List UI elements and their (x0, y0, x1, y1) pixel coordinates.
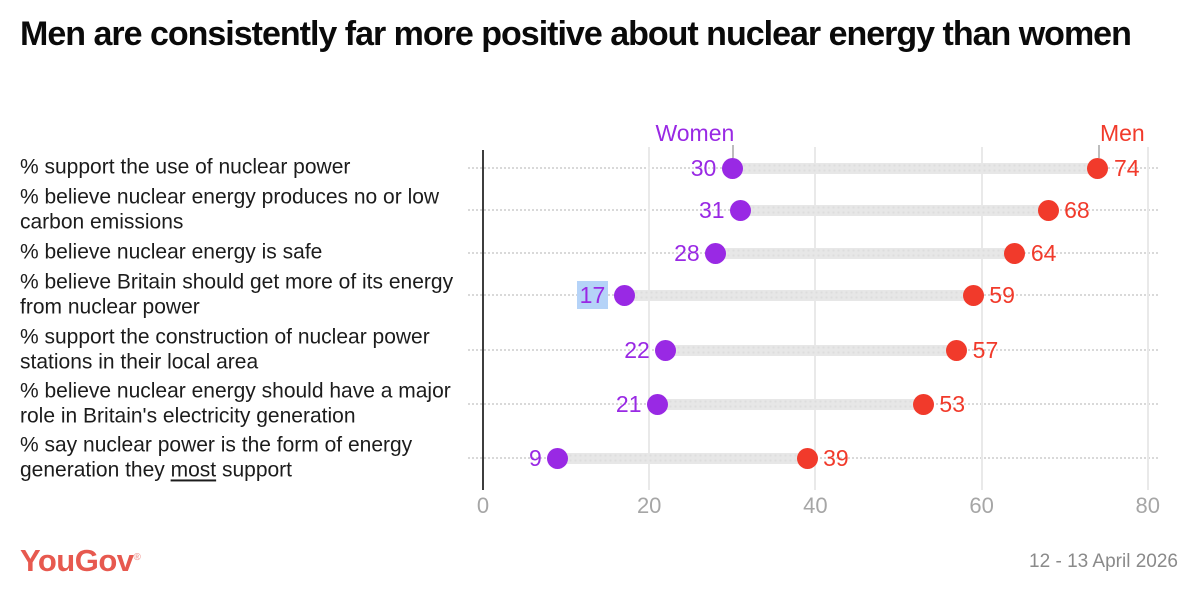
legend-women-label: Women (655, 120, 735, 146)
men-dot (912, 393, 934, 415)
page-title: Men are consistently far more positive a… (20, 15, 1132, 53)
legend-men-label: Men (1099, 120, 1145, 146)
category-label-line: stations in their local area (20, 350, 259, 373)
dumbbell-bar (657, 398, 924, 410)
men-value: 57 (972, 337, 999, 363)
category-label-line: generation they most support (20, 458, 293, 481)
yougov-logo: YouGov® (20, 543, 141, 579)
y-axis-line (482, 150, 484, 490)
women-value: 22 (530, 339, 650, 362)
women-value: 31 (605, 199, 725, 222)
women-value: 30 (596, 155, 717, 181)
women-value-text: 31 (699, 197, 725, 223)
women-dot (705, 242, 727, 264)
women-dot (647, 393, 668, 415)
dumbbell-bar (665, 344, 957, 356)
axis-tick-label: 20 (636, 493, 662, 518)
category-label-line: % support the use of nuclear power (20, 155, 351, 179)
x-gridline (814, 147, 817, 490)
x-gridline (1146, 147, 1149, 490)
category-label: % support the construction of nuclear po… (20, 325, 476, 374)
women-value-text: 28 (674, 240, 700, 266)
men-dot (1037, 199, 1059, 221)
women-dot (721, 157, 743, 179)
category-label-line: carbon emissions (20, 210, 184, 233)
women-value-text: 9 (528, 445, 542, 471)
dumbbell-bar (624, 289, 974, 301)
men-dot (1004, 242, 1026, 264)
category-label: % believe Britain should get more of its… (20, 270, 476, 319)
dumbbell-bar (715, 247, 1015, 259)
legend-women-pointer (732, 145, 735, 158)
men-value: 64 (1030, 240, 1057, 266)
underlined-word: most (170, 458, 217, 481)
women-value-text: 17 (576, 281, 609, 309)
men-value: 59 (989, 282, 1015, 308)
x-gridline (980, 147, 983, 490)
fieldwork-date: 12 - 13 April 2026 (1029, 551, 1178, 572)
men-value: 39 (823, 445, 849, 471)
dumbbell-bar (740, 204, 1049, 216)
women-dot (613, 284, 635, 306)
category-label-line: % believe nuclear energy should have a m… (20, 379, 451, 403)
men-dot (1087, 157, 1109, 179)
women-dot (655, 339, 677, 361)
axis-tick-label: 0 (476, 493, 490, 518)
yougov-logo-text: YouGov (20, 543, 134, 578)
axis-tick-label: 40 (803, 493, 828, 518)
axis-tick-label: 60 (969, 493, 994, 518)
women-value: 17 (488, 281, 609, 309)
category-label: % support the use of nuclear power (20, 156, 476, 181)
men-dot (946, 339, 968, 361)
category-label: % believe nuclear energy is safe (20, 241, 476, 266)
women-value: 28 (580, 242, 700, 265)
category-label-line: role in Britain's electricity generation (20, 404, 356, 427)
women-value: 9 (422, 447, 542, 470)
women-value-text: 21 (615, 391, 642, 417)
registered-mark: ® (133, 551, 141, 563)
category-label-line: % support the construction of nuclear po… (20, 325, 430, 349)
women-value-text: 22 (624, 337, 650, 363)
axis-tick-label: 80 (1135, 493, 1161, 518)
category-label-line: from nuclear power (20, 295, 200, 318)
legend-men-pointer (1097, 145, 1100, 158)
men-value: 74 (1113, 155, 1140, 181)
men-value: 53 (939, 391, 966, 417)
dumbbell-bar (732, 162, 1098, 174)
women-dot (547, 447, 569, 469)
men-value: 68 (1064, 197, 1090, 223)
category-label: % believe nuclear energy should have a m… (20, 379, 476, 428)
x-gridline (648, 147, 651, 490)
category-label-line: % believe Britain should get more of its… (20, 270, 454, 294)
category-label-line: % believe nuclear energy is safe (20, 240, 323, 264)
category-label: % say nuclear power is the form of energ… (20, 433, 476, 482)
women-value-text: 30 (690, 155, 717, 181)
men-dot (962, 284, 984, 306)
women-value: 21 (522, 393, 642, 416)
men-dot (796, 447, 818, 469)
category-label-line: % believe nuclear energy produces no or … (20, 185, 440, 209)
category-label-line: % say nuclear power is the form of energ… (20, 433, 413, 457)
dumbbell-bar (557, 452, 808, 464)
women-dot (730, 199, 752, 221)
category-label: % believe nuclear energy produces no or … (20, 185, 476, 234)
